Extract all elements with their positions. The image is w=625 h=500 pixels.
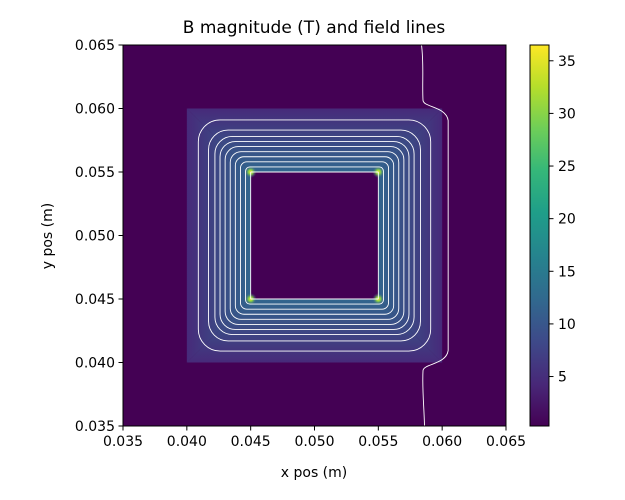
field-line [250, 171, 379, 300]
y-tick-label: 0.065 [75, 38, 115, 54]
colorbar-tick-label: 30 [558, 106, 576, 122]
y-axis-label: y pos (m) [40, 203, 56, 270]
colorbar-tick-label: 35 [558, 54, 576, 70]
field-lines-layer [197, 45, 449, 426]
colorbar: 5 10 15 20 25 30 35 [529, 44, 576, 427]
core-right-limb [378, 108, 443, 363]
colorbar-tick-label: 15 [558, 264, 576, 280]
y-tick-label: 0.055 [75, 165, 115, 181]
field-line [214, 135, 415, 336]
x-tick-label: 0.050 [294, 434, 334, 450]
x-tick-label: 0.055 [358, 434, 398, 450]
colorbar-tick-label: 10 [558, 317, 576, 333]
y-tick-label: 0.050 [75, 229, 115, 245]
colorbar-tick-label: 5 [558, 370, 567, 386]
colorbar-gradient [529, 44, 550, 427]
field-line [208, 129, 421, 342]
field-line [245, 166, 384, 305]
x-tick-label: 0.045 [231, 434, 271, 450]
field-line [197, 119, 432, 352]
window-field [250, 172, 379, 299]
y-tick-label: 0.045 [75, 292, 115, 308]
field-line [219, 141, 410, 330]
x-tick-label: 0.035 [103, 434, 143, 450]
chart-title: B magnitude (T) and field lines [183, 18, 446, 38]
core-bottom-limb [186, 299, 443, 363]
field-line [240, 161, 389, 310]
x-tick-label: 0.060 [422, 434, 462, 450]
x-tick-label: 0.065 [486, 434, 526, 450]
colorbar-tick-label: 20 [558, 212, 576, 228]
y-tick-label: 0.060 [75, 102, 115, 118]
heatmap-layer [123, 45, 506, 426]
core-left-limb [186, 108, 251, 363]
colorbar-tick-label: 25 [558, 159, 576, 175]
field-line [234, 156, 395, 315]
x-axis-label: x pos (m) [281, 465, 348, 481]
field-line-outer [421, 45, 449, 426]
core-top-limb [186, 108, 443, 172]
field-line [229, 151, 400, 320]
field-line [224, 146, 405, 325]
y-tick-label: 0.035 [75, 419, 115, 435]
axes: 0.035 0.040 0.045 0.050 0.055 0.060 0.065 0.035… [75, 38, 526, 450]
x-tick-label: 0.040 [167, 434, 207, 450]
y-tick-label: 0.040 [75, 356, 115, 372]
